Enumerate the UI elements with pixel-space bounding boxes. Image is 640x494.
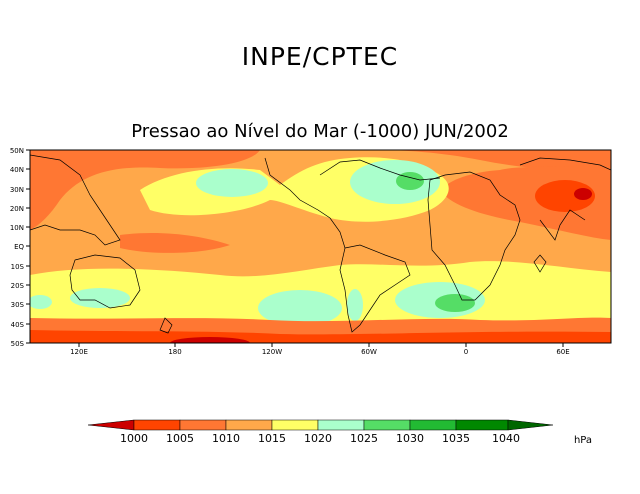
lat-label: 50N xyxy=(10,147,24,155)
colorbar-level: 1025 xyxy=(350,432,378,445)
lon-label: 120W xyxy=(262,348,282,356)
colorbar-level: 1010 xyxy=(212,432,240,445)
lat-label: 50S xyxy=(11,340,25,348)
lat-label: 30S xyxy=(11,301,25,309)
high-1020-aus xyxy=(70,288,130,308)
lat-label: 10S xyxy=(11,263,25,271)
low-under-south xyxy=(170,337,250,343)
lon-label: 60E xyxy=(556,348,569,356)
low-1000-asia xyxy=(535,180,595,212)
colorbar-unit: hPa xyxy=(574,435,592,446)
high-1020-spac xyxy=(258,290,342,326)
lon-axis: 120E 180 120W 60W 0 60E xyxy=(70,343,570,356)
high-1025-azores xyxy=(396,172,424,190)
lon-label: 120E xyxy=(70,348,88,356)
lat-label: 40N xyxy=(10,166,24,174)
band-1005-eq xyxy=(120,233,230,253)
coastlines xyxy=(30,154,611,334)
colorbar-over-arrow xyxy=(507,419,554,431)
high-1020-azores xyxy=(350,160,440,204)
pressure-field xyxy=(30,150,611,343)
lat-label: 20S xyxy=(11,282,25,290)
lat-label: 20N xyxy=(10,205,24,213)
colorbar-level: 1015 xyxy=(258,432,286,445)
colorbar-swatch xyxy=(409,419,457,431)
map-title: Pressao ao Nível do Mar (-1000) JUN/2002 xyxy=(131,121,509,142)
colorbar-swatch xyxy=(363,419,411,431)
colorbar-swatch xyxy=(225,419,273,431)
lon-label: 0 xyxy=(464,348,468,356)
lat-label: 10N xyxy=(10,224,24,232)
band-1000-south xyxy=(30,330,611,343)
lat-label: 40S xyxy=(11,321,25,329)
colorbar-level: 1035 xyxy=(442,432,470,445)
high-1020-sind xyxy=(30,295,52,309)
lon-label: 180 xyxy=(168,348,181,356)
colorbar-level: 1020 xyxy=(304,432,332,445)
page-title: INPE/CPTEC xyxy=(241,42,399,71)
lat-label: EQ xyxy=(14,243,24,251)
colorbar-swatch xyxy=(317,419,365,431)
colorbar-swatch xyxy=(133,419,181,431)
colorbar-swatch xyxy=(179,419,227,431)
colorbar-level: 1000 xyxy=(120,432,148,445)
low-under-asia xyxy=(574,188,592,200)
lon-label: 60W xyxy=(361,348,377,356)
colorbar: 1000 1005 1010 1015 1020 1025 1030 1035 … xyxy=(87,419,592,446)
colorbar-swatch xyxy=(271,419,319,431)
colorbar-under-arrow xyxy=(87,419,135,431)
band-1005-nw xyxy=(30,150,260,230)
lat-axis: 50N 40N 30N 20N 10N EQ 10S 20S 30S 40S 5… xyxy=(10,147,30,348)
colorbar-swatch xyxy=(455,419,509,431)
colorbar-level: 1040 xyxy=(492,432,520,445)
high-1025-satl xyxy=(435,294,475,312)
band-1005-north xyxy=(30,150,611,171)
high-1020-samerica xyxy=(347,289,363,321)
colorbar-level: 1030 xyxy=(396,432,424,445)
colorbar-level: 1005 xyxy=(166,432,194,445)
high-1020-npac xyxy=(196,169,268,197)
lat-label: 30N xyxy=(10,186,24,194)
